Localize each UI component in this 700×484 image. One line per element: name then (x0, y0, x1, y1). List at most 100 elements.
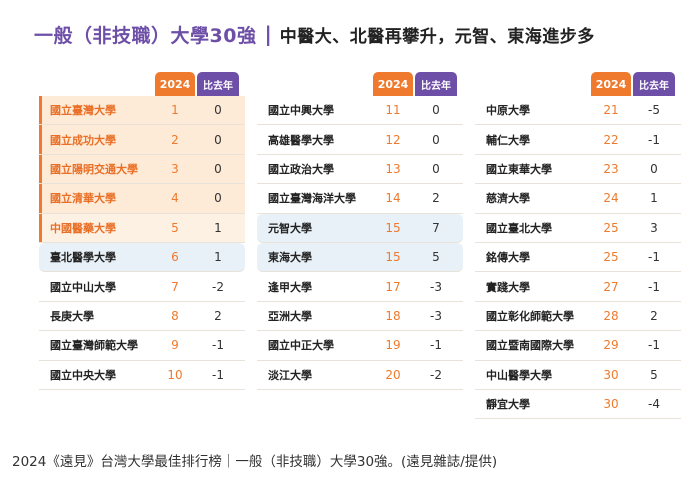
change-value: -1 (212, 367, 224, 382)
university-name: 輔仁大學 (486, 133, 530, 147)
ranking-column-1: 2024 比去年 國立臺灣大學 1 0 國立成功大學 2 0 國立陽明交通大學 3 0 國立… (39, 72, 245, 390)
table-row: 國立陽明交通大學 3 0 (39, 154, 245, 185)
table-row: 國立中正大學 19 -1 (257, 331, 463, 361)
table-row: 國立政治大學 13 0 (257, 155, 463, 185)
change-value: 1 (214, 220, 222, 235)
rank-value: 30 (603, 397, 619, 412)
change-value: 7 (432, 220, 440, 235)
rank-value: 1 (171, 103, 179, 118)
rank-value: 7 (171, 279, 179, 294)
rank-value: 4 (171, 191, 179, 206)
change-value: -1 (430, 338, 442, 353)
change-value: 3 (650, 220, 658, 235)
university-name: 中山醫學大學 (486, 368, 552, 382)
ranking-column-3: 2024 比去年 中原大學 21 -5 輔仁大學 22 -1 國立東華大學 23 0 慈濟大… (475, 72, 681, 420)
rank-value: 14 (385, 191, 401, 206)
table-row: 慈濟大學 24 1 (475, 184, 681, 214)
table-row: 國立臺灣大學 1 0 (39, 96, 245, 126)
headline: 一般（非技職）大學30強 | 中醫大、北醫再攀升，元智、東海進步多 (34, 18, 595, 50)
table-row: 銘傳大學 25 -1 (475, 243, 681, 273)
change-value: -3 (430, 308, 442, 323)
year-header: 2024 (155, 72, 195, 96)
table-row: 逢甲大學 17 -3 (257, 272, 463, 302)
ranking-column-2: 2024 比去年 國立中興大學 11 0 高雄醫學大學 12 0 國立政治大學 13 0 國… (257, 72, 463, 390)
table-row: 中原大學 21 -5 (475, 96, 681, 126)
table-row: 國立清華大學 4 0 (39, 184, 245, 214)
image-caption: 2024《遠見》台灣大學最佳排行榜｜一般（非技職）大學30強。(遠見雜誌/提供) (12, 454, 498, 470)
rank-value: 10 (167, 367, 183, 382)
change-header: 比去年 (415, 72, 457, 96)
headline-subtitle: 中醫大、北醫再攀升，元智、東海進步多 (279, 26, 595, 47)
year-header: 2024 (591, 72, 631, 96)
university-name: 中國醫藥大學 (50, 221, 116, 235)
change-value: -5 (648, 103, 660, 118)
change-value: 2 (214, 308, 222, 323)
rank-value: 13 (385, 161, 401, 176)
rank-value: 17 (385, 279, 401, 294)
university-name: 逢甲大學 (268, 280, 312, 294)
university-name: 國立臺灣師範大學 (50, 339, 138, 353)
university-name: 國立臺灣海洋大學 (268, 192, 356, 206)
university-name: 國立政治大學 (268, 162, 334, 176)
rank-value: 28 (603, 308, 619, 323)
university-name: 高雄醫學大學 (268, 133, 334, 147)
university-name: 慈濟大學 (486, 192, 530, 206)
change-value: 0 (432, 132, 440, 147)
change-header: 比去年 (197, 72, 239, 96)
university-name: 銘傳大學 (486, 251, 530, 265)
rank-value: 22 (603, 132, 619, 147)
headline-separator: | (264, 22, 272, 46)
rank-value: 27 (603, 279, 619, 294)
university-name: 長庚大學 (50, 309, 94, 323)
change-value: 5 (432, 250, 440, 265)
change-value: 1 (214, 250, 222, 265)
change-value: -3 (430, 279, 442, 294)
rank-value: 11 (385, 103, 401, 118)
rank-value: 15 (385, 250, 401, 265)
rank-value: 2 (171, 132, 179, 147)
table-row: 國立臺北大學 25 3 (475, 214, 681, 243)
table-row: 國立中央大學 10 -1 (39, 361, 245, 390)
rank-value: 19 (385, 338, 401, 353)
university-name: 靜宜大學 (486, 398, 530, 412)
rank-value: 15 (385, 220, 401, 235)
change-value: 0 (432, 161, 440, 176)
rank-value: 30 (603, 367, 619, 382)
rank-value: 8 (171, 308, 179, 323)
university-name: 國立成功大學 (50, 133, 116, 147)
table-row: 國立中興大學 11 0 (257, 96, 463, 126)
change-value: 0 (214, 132, 222, 147)
change-value: -1 (648, 250, 660, 265)
change-value: 2 (650, 308, 658, 323)
change-value: -4 (648, 397, 660, 412)
change-value: -1 (212, 338, 224, 353)
table-row: 高雄醫學大學 12 0 (257, 125, 463, 155)
change-value: 0 (214, 103, 222, 118)
change-value: -1 (648, 132, 660, 147)
table-row: 臺北醫學大學 6 1 (39, 242, 245, 273)
table-row: 長庚大學 8 2 (39, 302, 245, 332)
rank-value: 5 (171, 220, 179, 235)
university-name: 中原大學 (486, 104, 530, 118)
university-name: 國立彰化師範大學 (486, 309, 574, 323)
rank-value: 29 (603, 338, 619, 353)
change-value: 0 (650, 161, 658, 176)
university-name: 國立中興大學 (268, 104, 334, 118)
table-row: 國立中山大學 7 -2 (39, 272, 245, 302)
rank-value: 9 (171, 338, 179, 353)
rank-value: 25 (603, 220, 619, 235)
change-value: 0 (214, 161, 222, 176)
change-header: 比去年 (633, 72, 675, 96)
rank-value: 20 (385, 367, 401, 382)
university-name: 淡江大學 (268, 368, 312, 382)
table-row: 亞洲大學 18 -3 (257, 302, 463, 332)
column-header: 2024 比去年 (257, 72, 463, 96)
table-row: 國立臺灣海洋大學 14 2 (257, 184, 463, 214)
table-row: 中山醫學大學 30 5 (475, 361, 681, 390)
university-name: 國立中正大學 (268, 339, 334, 353)
table-row: 淡江大學 20 -2 (257, 361, 463, 390)
table-row: 國立成功大學 2 0 (39, 125, 245, 155)
change-value: -2 (212, 279, 224, 294)
table-row: 國立暨南國際大學 29 -1 (475, 331, 681, 361)
university-name: 國立清華大學 (50, 192, 116, 206)
